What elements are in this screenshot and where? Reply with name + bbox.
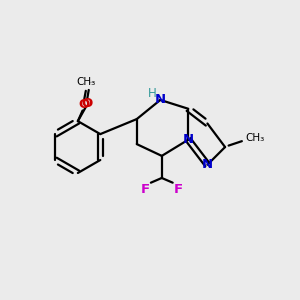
Text: O: O bbox=[79, 98, 90, 111]
Text: CH₃: CH₃ bbox=[246, 133, 265, 143]
Text: F: F bbox=[141, 183, 150, 196]
Text: N: N bbox=[183, 133, 194, 146]
Text: F: F bbox=[173, 183, 182, 196]
Text: N: N bbox=[202, 158, 213, 171]
Text: H: H bbox=[148, 87, 156, 100]
Text: methoxy: methoxy bbox=[89, 82, 95, 83]
Text: N: N bbox=[155, 93, 166, 106]
Text: methoxy: methoxy bbox=[89, 80, 96, 81]
Text: CH₃: CH₃ bbox=[76, 77, 95, 87]
Text: O: O bbox=[82, 97, 93, 110]
